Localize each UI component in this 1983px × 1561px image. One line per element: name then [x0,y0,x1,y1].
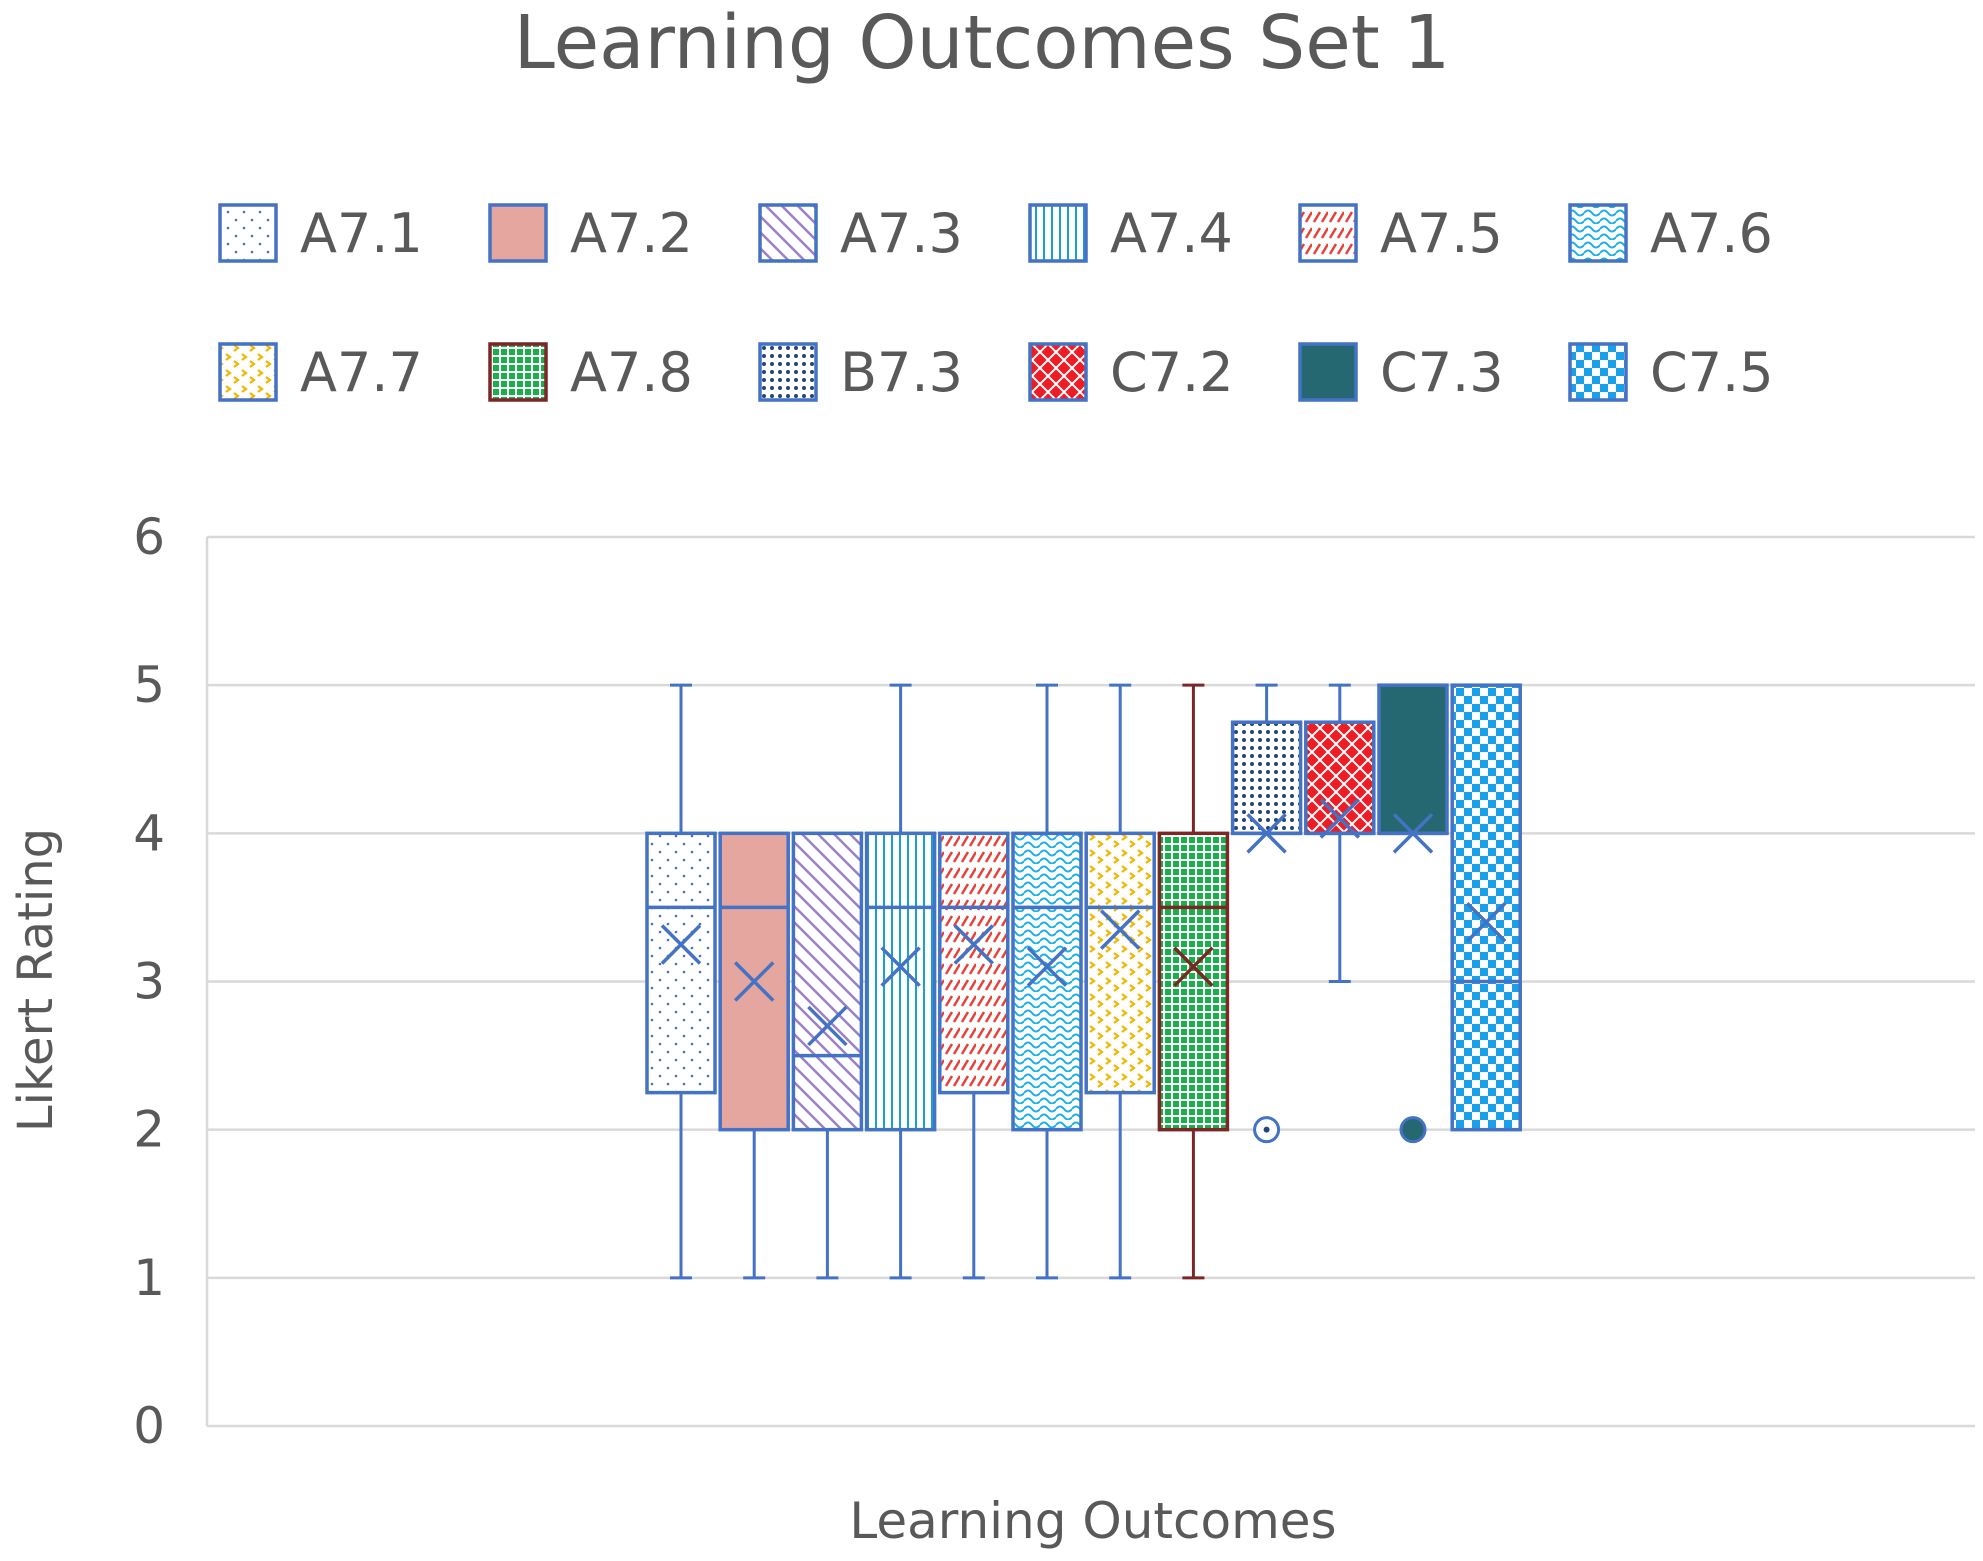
box-body [1304,720,1376,836]
box-body [1377,683,1449,836]
y-axis-ticks: 0 1 2 3 4 5 6 [133,508,165,1455]
legend-swatch [1568,203,1628,263]
y-tick-label: 1 [133,1249,165,1307]
legend-item-A7-8: A7.8 [488,341,693,404]
legend-label: B7.3 [840,341,963,404]
box-A7-4 [864,683,937,1280]
legend-item-A7-1: A7.1 [218,202,423,265]
chart-title: Learning Outcomes Set 1 [514,0,1451,86]
legend-swatch [218,342,278,402]
legend-swatch [1568,342,1628,402]
mean-marker [660,924,702,965]
box-A7-3 [791,831,864,1280]
x-axis-label: Learning Outcomes [849,1492,1336,1550]
legend-item-C7-3: C7.3 [1298,341,1504,404]
legend-label: A7.7 [300,341,423,404]
box-B7-3 [1230,683,1303,1144]
y-tick-label: 4 [133,804,165,862]
legend-swatch [758,342,818,402]
box-A7-1 [645,683,717,1280]
mean-marker [807,1005,848,1047]
box-A7-5 [938,831,1010,1280]
box-A7-2 [718,831,790,1280]
legend-swatch [758,203,818,263]
legend-swatch [218,203,278,263]
legend-item-C7-5: C7.5 [1568,341,1774,404]
legend-label: C7.3 [1380,341,1504,404]
legend-label: A7.8 [570,341,693,404]
mean-marker [1026,946,1068,987]
box-C7-2 [1304,683,1376,983]
mean-marker [1319,798,1361,839]
box-C7-3 [1377,683,1449,1144]
box-A7-8 [1157,683,1230,1280]
mean-marker [1246,813,1287,854]
mean-marker [733,961,775,1002]
box-body [1450,683,1522,1132]
y-axis-label: Likert Rating [8,828,64,1132]
y-tick-label: 5 [133,656,165,714]
box-body [938,831,1010,1095]
legend-label: A7.6 [1650,202,1773,265]
mean-marker [953,924,995,965]
y-tick-label: 0 [133,1397,165,1455]
legend-label: C7.2 [1110,341,1234,404]
legend-swatch [1028,203,1088,263]
legend-swatch [488,342,548,402]
legend-label: A7.2 [570,202,693,265]
y-tick-label: 2 [133,1101,165,1159]
box-A7-7 [1084,683,1156,1280]
legend-item-B7-3: B7.3 [758,341,963,404]
legend-item-A7-3: A7.3 [758,202,963,265]
mean-marker [1173,946,1214,987]
legend-label: A7.5 [1380,202,1503,265]
outlier-point [1399,1116,1427,1144]
legend-swatch [1298,203,1358,263]
box-C7-5 [1450,683,1522,1132]
legend-item-A7-4: A7.4 [1028,202,1233,265]
legend-item-A7-5: A7.5 [1298,202,1503,265]
box-body [1084,831,1156,1095]
outlier-dot [1263,1126,1270,1133]
box-series [645,683,1522,1280]
legend-item-A7-6: A7.6 [1568,202,1773,265]
legend-label: A7.1 [300,202,423,265]
box-body [864,831,937,1132]
legend-item-A7-2: A7.2 [488,202,693,265]
legend-item-A7-7: A7.7 [218,341,423,404]
y-tick-label: 3 [133,953,165,1011]
box-body [1157,831,1230,1132]
chart-legend: A7.1 A7.2 A7.3 A7.4 A7.5 A7.6 A7.7 A7.8 B7.3 C7.2… [218,202,1774,404]
legend-swatch [1298,342,1358,402]
mean-marker [880,946,921,987]
legend-label: C7.5 [1650,341,1774,404]
legend-item-C7-2: C7.2 [1028,341,1234,404]
box-body [791,831,864,1132]
legend-label: A7.3 [840,202,963,265]
legend-label: A7.4 [1110,202,1233,265]
mean-marker [1099,909,1141,950]
legend-swatch [1028,342,1088,402]
mean-marker [1465,901,1507,943]
legend-swatch [488,203,548,263]
box-body [1230,720,1303,836]
box-body [1011,831,1083,1132]
y-tick-label: 6 [133,508,165,566]
box-A7-6 [1011,683,1083,1280]
box-body [645,831,717,1095]
mean-marker [1392,813,1434,854]
